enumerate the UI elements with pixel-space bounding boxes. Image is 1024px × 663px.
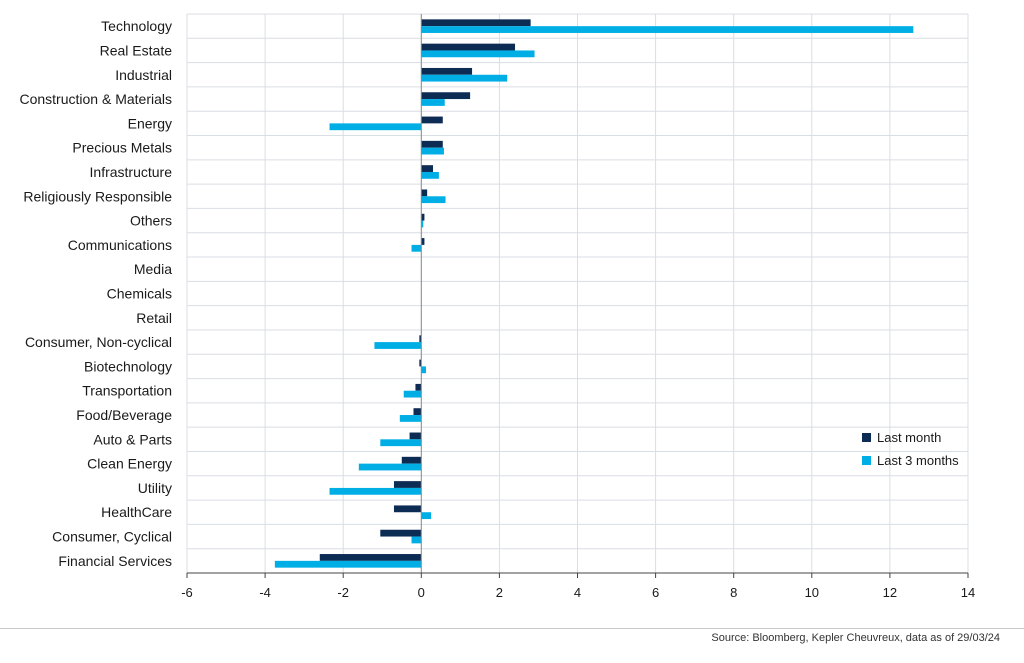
- bar-last-3-months: [421, 220, 424, 228]
- category-label: Utility: [138, 480, 172, 496]
- bar-last-month: [393, 505, 422, 513]
- bar-last-3-months: [421, 366, 426, 374]
- bar-last-month: [401, 456, 422, 464]
- bar-last-3-months: [274, 560, 422, 568]
- bar-last-3-months: [421, 99, 445, 106]
- category-label: Food/Beverage: [76, 407, 172, 423]
- category-label: Financial Services: [58, 553, 172, 569]
- x-tick-label: 10: [805, 585, 819, 600]
- category-label: Clean Energy: [87, 456, 172, 472]
- bar-last-month: [413, 408, 422, 416]
- category-label: Industrial: [115, 67, 172, 83]
- x-tick-label: 2: [496, 585, 503, 600]
- bar-last-3-months: [403, 390, 422, 398]
- bar-last-month: [409, 432, 422, 440]
- bar-last-3-months: [421, 196, 446, 204]
- legend-label: Last month: [877, 430, 941, 445]
- category-label: Religiously Responsible: [23, 188, 172, 204]
- legend-label: Last 3 months: [877, 453, 959, 468]
- source-note: Source: Bloomberg, Kepler Cheuvreux, dat…: [711, 632, 1000, 644]
- category-label: Energy: [128, 115, 172, 131]
- bar-last-3-months: [421, 512, 432, 520]
- bar-last-month: [421, 92, 471, 100]
- bar-last-3-months: [411, 536, 422, 544]
- bar-last-3-months: [421, 74, 508, 82]
- x-tick-label: 0: [418, 585, 425, 600]
- bar-last-3-months: [358, 463, 422, 471]
- category-label: Chemicals: [107, 286, 172, 302]
- bar-last-month: [380, 529, 422, 537]
- bar-last-month: [419, 359, 422, 367]
- x-tick-label: -4: [259, 585, 271, 600]
- bar-last-month: [421, 238, 425, 245]
- category-label: Media: [134, 261, 172, 277]
- bar-last-month: [421, 43, 516, 51]
- bar-last-3-months: [411, 244, 422, 252]
- bar-last-month: [421, 189, 428, 197]
- bar-last-month: [421, 165, 434, 172]
- bar-last-3-months: [374, 342, 422, 349]
- category-label: Auto & Parts: [93, 431, 172, 447]
- bar-last-month: [415, 383, 422, 391]
- category-label: Infrastructure: [90, 164, 173, 180]
- bar-last-3-months: [421, 147, 444, 155]
- x-tick-label: 8: [730, 585, 737, 600]
- bar-last-3-months: [329, 123, 422, 131]
- legend-swatch: [862, 433, 871, 442]
- category-label: Real Estate: [100, 42, 173, 58]
- bar-last-3-months: [329, 487, 422, 495]
- category-label: Construction & Materials: [19, 91, 172, 107]
- category-label: Consumer, Cyclical: [52, 529, 172, 545]
- x-tick-label: 14: [961, 585, 975, 600]
- bar-last-3-months: [421, 26, 914, 33]
- category-label: Precious Metals: [72, 140, 172, 156]
- bar-last-month: [421, 140, 443, 148]
- category-label: Technology: [101, 18, 172, 34]
- x-tick-label: -2: [337, 585, 349, 600]
- bar-last-month: [419, 335, 422, 343]
- x-tick-label: 4: [574, 585, 581, 600]
- category-label: Biotechnology: [84, 358, 172, 374]
- bar-last-month: [421, 116, 443, 124]
- category-label: Retail: [136, 310, 172, 326]
- bar-last-3-months: [380, 439, 422, 447]
- footer-divider: [0, 628, 1024, 629]
- x-tick-label: -6: [181, 585, 193, 600]
- category-label: Consumer, Non-cyclical: [25, 334, 172, 350]
- category-label: Transportation: [82, 383, 172, 399]
- bar-last-3-months: [421, 171, 439, 179]
- x-tick-label: 12: [883, 585, 897, 600]
- legend-swatch: [862, 456, 871, 465]
- bar-last-month: [421, 67, 473, 75]
- category-label: Others: [130, 213, 172, 229]
- bar-last-month: [319, 554, 422, 561]
- bar-last-month: [393, 481, 422, 488]
- bar-last-3-months: [399, 415, 422, 422]
- category-label: HealthCare: [101, 504, 172, 520]
- category-label: Communications: [68, 237, 172, 253]
- x-tick-label: 6: [652, 585, 659, 600]
- bar-last-3-months: [421, 50, 535, 58]
- bar-last-month: [421, 19, 531, 27]
- bar-last-month: [421, 213, 425, 221]
